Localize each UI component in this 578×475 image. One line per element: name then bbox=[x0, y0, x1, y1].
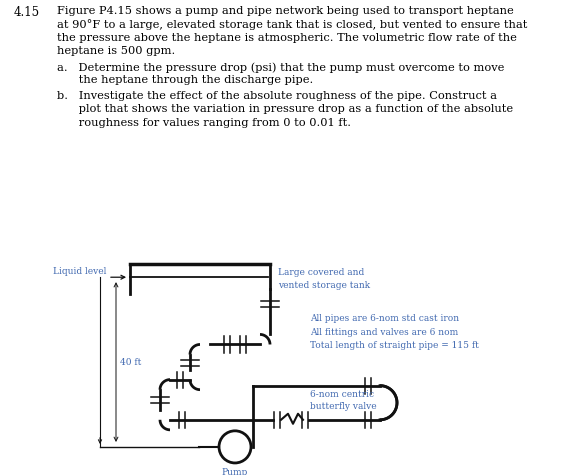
Text: at 90°F to a large, elevated storage tank that is closed, but vented to ensure t: at 90°F to a large, elevated storage tan… bbox=[57, 19, 527, 30]
Text: the pressure above the heptane is atmospheric. The volumetric flow rate of the: the pressure above the heptane is atmosp… bbox=[57, 33, 517, 43]
Text: Liquid level: Liquid level bbox=[53, 267, 106, 276]
Text: 40 ft: 40 ft bbox=[120, 358, 142, 367]
Text: 6-nom centric
butterfly valve: 6-nom centric butterfly valve bbox=[310, 390, 377, 411]
Text: Pump: Pump bbox=[222, 468, 248, 475]
Text: Figure P4.15 shows a pump and pipe network being used to transport heptane: Figure P4.15 shows a pump and pipe netwo… bbox=[57, 6, 514, 16]
Text: roughness for values ranging from 0 to 0.01 ft.: roughness for values ranging from 0 to 0… bbox=[57, 118, 351, 128]
Text: plot that shows the variation in pressure drop as a function of the absolute: plot that shows the variation in pressur… bbox=[57, 104, 513, 114]
Text: 4.15: 4.15 bbox=[14, 6, 40, 19]
Text: All pipes are 6-nom std cast iron
All fittings and valves are 6 nom
Total length: All pipes are 6-nom std cast iron All fi… bbox=[310, 314, 479, 350]
Text: Large covered and
vented storage tank: Large covered and vented storage tank bbox=[278, 268, 370, 290]
Text: heptane is 500 gpm.: heptane is 500 gpm. bbox=[57, 47, 175, 57]
Text: b.   Investigate the effect of the absolute roughness of the pipe. Construct a: b. Investigate the effect of the absolut… bbox=[57, 91, 497, 101]
Text: the heptane through the discharge pipe.: the heptane through the discharge pipe. bbox=[57, 76, 313, 86]
Text: a.   Determine the pressure drop (psi) that the pump must overcome to move: a. Determine the pressure drop (psi) tha… bbox=[57, 62, 505, 73]
